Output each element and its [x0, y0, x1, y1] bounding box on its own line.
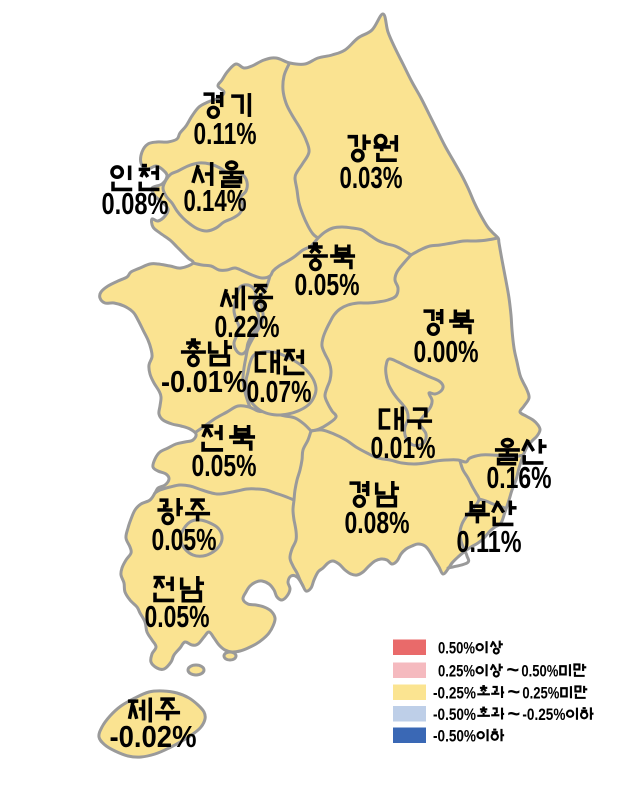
svg-text:0.50%: 0.50%: [521, 661, 558, 680]
svg-text:0.16%: 0.16%: [487, 460, 552, 495]
svg-text:-0.50%: -0.50%: [433, 726, 476, 745]
svg-text:-0.02%: -0.02%: [110, 719, 197, 754]
svg-text:0.50%: 0.50%: [438, 638, 475, 657]
svg-text:0.07%: 0.07%: [247, 374, 312, 409]
svg-text:0.11%: 0.11%: [194, 116, 257, 151]
svg-text:-0.01%: -0.01%: [161, 364, 247, 399]
svg-text:0.14%: 0.14%: [184, 183, 247, 218]
svg-text:~: ~: [507, 679, 520, 704]
svg-text:0.11%: 0.11%: [457, 524, 522, 559]
svg-text:-0.50%: -0.50%: [433, 705, 476, 724]
svg-text:0.08%: 0.08%: [345, 505, 410, 540]
svg-text:0.22%: 0.22%: [215, 309, 280, 344]
svg-text:0.25%: 0.25%: [438, 661, 475, 680]
svg-text:0.05%: 0.05%: [192, 448, 257, 483]
svg-text:0.05%: 0.05%: [295, 267, 360, 302]
svg-text:-0.25%: -0.25%: [433, 683, 476, 702]
svg-text:0.03%: 0.03%: [340, 160, 403, 195]
svg-text:0.00%: 0.00%: [414, 334, 479, 369]
svg-text:0.25%: 0.25%: [522, 683, 559, 702]
svg-text:0.08%: 0.08%: [102, 186, 169, 221]
svg-text:~: ~: [507, 701, 520, 726]
svg-text:0.05%: 0.05%: [145, 599, 210, 634]
svg-text:0.05%: 0.05%: [152, 522, 217, 557]
svg-text:~: ~: [506, 657, 519, 682]
svg-text:-0.25%: -0.25%: [522, 705, 565, 724]
svg-text:0.01%: 0.01%: [371, 430, 436, 465]
